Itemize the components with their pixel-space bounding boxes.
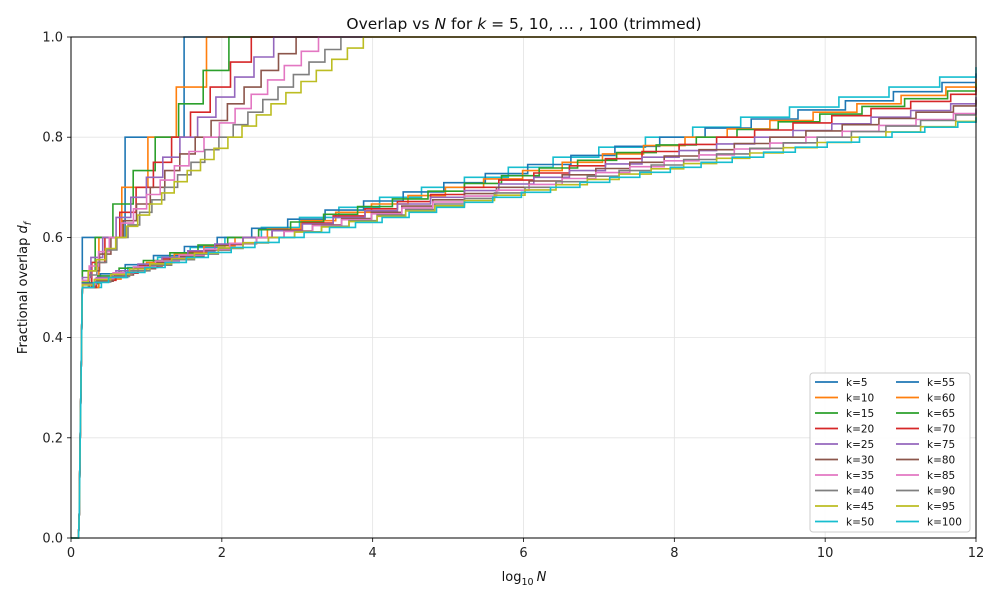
- x-tick-label: 6: [519, 546, 527, 561]
- legend-label-k40: k=40: [846, 485, 874, 497]
- x-tick-label: 10: [817, 546, 834, 561]
- y-tick-label: 1.0: [42, 31, 63, 46]
- legend-label-k30: k=30: [846, 454, 874, 466]
- x-tick-label: 8: [670, 546, 678, 561]
- series-line-k45: [71, 36, 976, 539]
- legend-label-k25: k=25: [846, 439, 874, 451]
- legend-label-k35: k=35: [846, 470, 874, 482]
- y-axis-label: Fractional overlap df: [16, 220, 34, 354]
- legend: k=5 k=10 k=15 k=20 k=25 k=30 k=35 k=40 k=45 k=50 k…: [809, 372, 971, 533]
- axis-ticks: 0 2 4 6 8 10 12 0.0 0.2 0.4 0.6 0.8 1.0: [42, 31, 984, 562]
- legend-label-k15: k=15: [846, 408, 874, 420]
- legend-label-k70: k=70: [927, 423, 955, 435]
- y-tick-label: 0.2: [42, 431, 63, 446]
- x-tick-label: 4: [369, 546, 377, 561]
- y-tick-label: 0.0: [42, 532, 63, 547]
- legend-label-k95: k=95: [927, 501, 955, 513]
- plot-lines: [71, 36, 977, 539]
- x-tick-label: 2: [218, 546, 226, 561]
- legend-label-k20: k=20: [846, 423, 874, 435]
- legend-label-k60: k=60: [927, 392, 955, 404]
- x-axis-label: log10 N: [502, 570, 547, 588]
- legend-label-k75: k=75: [927, 439, 955, 451]
- y-tick-label: 0.8: [42, 131, 63, 146]
- series-line-k100: [71, 117, 977, 539]
- x-tick-label: 0: [67, 546, 75, 561]
- y-tick-label: 0.6: [42, 231, 63, 246]
- legend-label-k100: k=100: [927, 516, 962, 528]
- legend-label-k10: k=10: [846, 392, 874, 404]
- legend-label-k90: k=90: [927, 485, 955, 497]
- legend-label-k85: k=85: [927, 470, 955, 482]
- chart-title: Overlap vs N for k = 5, 10, … , 100 (tri…: [346, 15, 701, 33]
- x-tick-label: 12: [968, 546, 985, 561]
- legend-label-k45: k=45: [846, 501, 874, 513]
- y-tick-label: 0.4: [42, 331, 63, 346]
- legend-box: [809, 372, 971, 533]
- legend-label-k5: k=5: [846, 377, 868, 389]
- legend-label-k50: k=50: [846, 516, 874, 528]
- series-line-k35: [71, 36, 976, 539]
- legend-label-k80: k=80: [927, 454, 955, 466]
- legend-label-k65: k=65: [927, 408, 955, 420]
- legend-label-k55: k=55: [927, 377, 955, 389]
